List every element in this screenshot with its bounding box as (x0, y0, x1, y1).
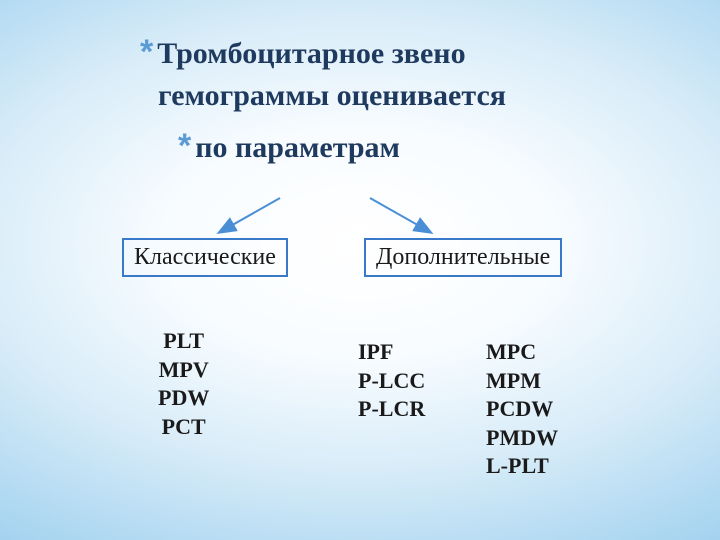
params-additional-col2: MPC MPM PCDW PMDW L-PLT (486, 338, 558, 481)
category-additional-label: Дополнительные (376, 244, 550, 270)
param-item: PCDW (486, 395, 558, 424)
param-item: IPF (358, 338, 425, 367)
params-additional-col1: IPF P-LCC P-LCR (358, 338, 425, 424)
title-text-3: по параметрам (195, 128, 400, 169)
param-item: MPM (486, 367, 558, 396)
bullet-asterisk-icon: * (140, 30, 153, 76)
title-line-1: * Тромбоцитарное звено (140, 30, 640, 76)
param-item: L-PLT (486, 452, 558, 481)
slide-title: * Тромбоцитарное звено гемограммы оценив… (140, 30, 640, 170)
arrow-right (370, 198, 430, 232)
param-item: PDW (158, 384, 209, 413)
params-classic: PLT MPV PDW PCT (158, 327, 209, 441)
bullet-asterisk-icon: * (178, 124, 191, 170)
category-additional: Дополнительные (364, 238, 562, 277)
param-item: P-LCC (358, 367, 425, 396)
title-line-3: * по параметрам (178, 124, 640, 170)
category-classic-label: Классические (134, 244, 276, 270)
arrow-left (220, 198, 280, 232)
param-item: MPV (158, 356, 209, 385)
category-classic: Классические (122, 238, 288, 277)
param-item: PLT (158, 327, 209, 356)
param-item: PMDW (486, 424, 558, 453)
title-text-2: гемограммы оценивается (158, 76, 506, 117)
param-item: P-LCR (358, 395, 425, 424)
param-item: PCT (158, 413, 209, 442)
title-line-2: гемограммы оценивается (158, 76, 640, 117)
param-item: MPC (486, 338, 558, 367)
title-text-1: Тромбоцитарное звено (157, 34, 465, 75)
